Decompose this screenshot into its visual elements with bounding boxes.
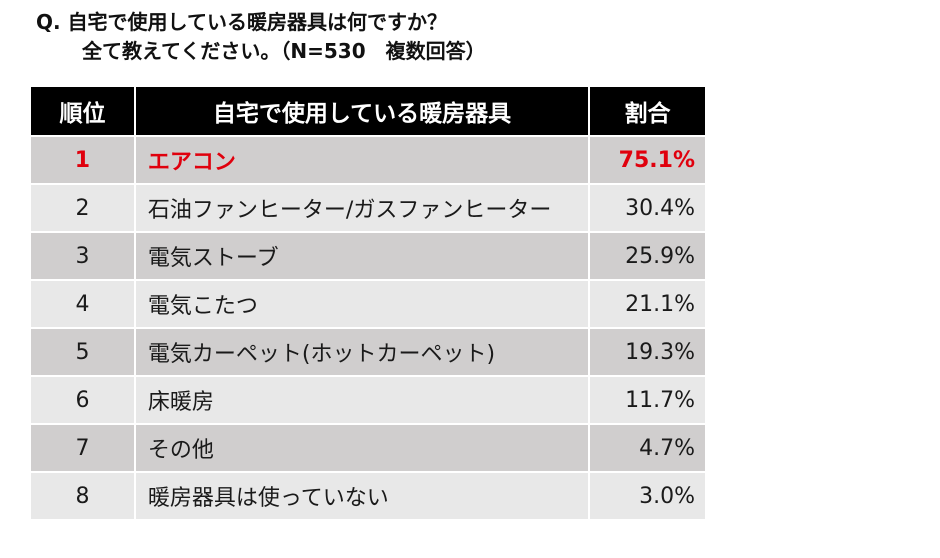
question-title: Q. 自宅で使用している暖房器具は何ですか？ 全て教えてください。（N=530 … (36, 8, 486, 66)
ranking-table: 順位 自宅で使用している暖房器具 割合 1 エアコン 75.1% 2 石油ファン… (31, 87, 705, 519)
header-item: 自宅で使用している暖房器具 (135, 87, 591, 135)
item-cell: 電気カーペット(ホットカーペット) (135, 327, 591, 375)
rank-cell: 6 (31, 375, 136, 423)
item-cell: 石油ファンヒーター/ガスファンヒーター (135, 183, 591, 231)
table-row: 5 電気カーペット(ホットカーペット) 19.3% (31, 327, 705, 375)
question-line-1: Q. 自宅で使用している暖房器具は何ですか？ (36, 10, 447, 34)
rank-cell: 1 (31, 135, 136, 183)
item-cell: 電気こたつ (135, 279, 591, 327)
rank-cell: 2 (31, 183, 136, 231)
rank-cell: 3 (31, 231, 136, 279)
rank-cell: 4 (31, 279, 136, 327)
item-cell: エアコン (135, 135, 591, 183)
item-cell: 暖房器具は使っていない (135, 471, 591, 519)
table-row: 3 電気ストーブ 25.9% (31, 231, 705, 279)
item-cell: 電気ストーブ (135, 231, 591, 279)
percentage-cell: 19.3% (590, 327, 705, 375)
rank-cell: 8 (31, 471, 136, 519)
percentage-cell: 25.9% (590, 231, 705, 279)
table-row: 6 床暖房 11.7% (31, 375, 705, 423)
header-percentage: 割合 (590, 87, 705, 135)
table-row: 4 電気こたつ 21.1% (31, 279, 705, 327)
item-cell: その他 (135, 423, 591, 471)
percentage-cell: 4.7% (590, 423, 705, 471)
rank-cell: 5 (31, 327, 136, 375)
percentage-cell: 75.1% (590, 135, 705, 183)
header-rank: 順位 (31, 87, 136, 135)
rank-cell: 7 (31, 423, 136, 471)
question-line-2: 全て教えてください。（N=530 複数回答） (82, 39, 486, 63)
table-row: 8 暖房器具は使っていない 3.0% (31, 471, 705, 519)
table-row: 2 石油ファンヒーター/ガスファンヒーター 30.4% (31, 183, 705, 231)
table-header-row: 順位 自宅で使用している暖房器具 割合 (31, 87, 705, 135)
percentage-cell: 11.7% (590, 375, 705, 423)
item-cell: 床暖房 (135, 375, 591, 423)
percentage-cell: 21.1% (590, 279, 705, 327)
table-row: 7 その他 4.7% (31, 423, 705, 471)
percentage-cell: 3.0% (590, 471, 705, 519)
percentage-cell: 30.4% (590, 183, 705, 231)
table-row: 1 エアコン 75.1% (31, 135, 705, 183)
